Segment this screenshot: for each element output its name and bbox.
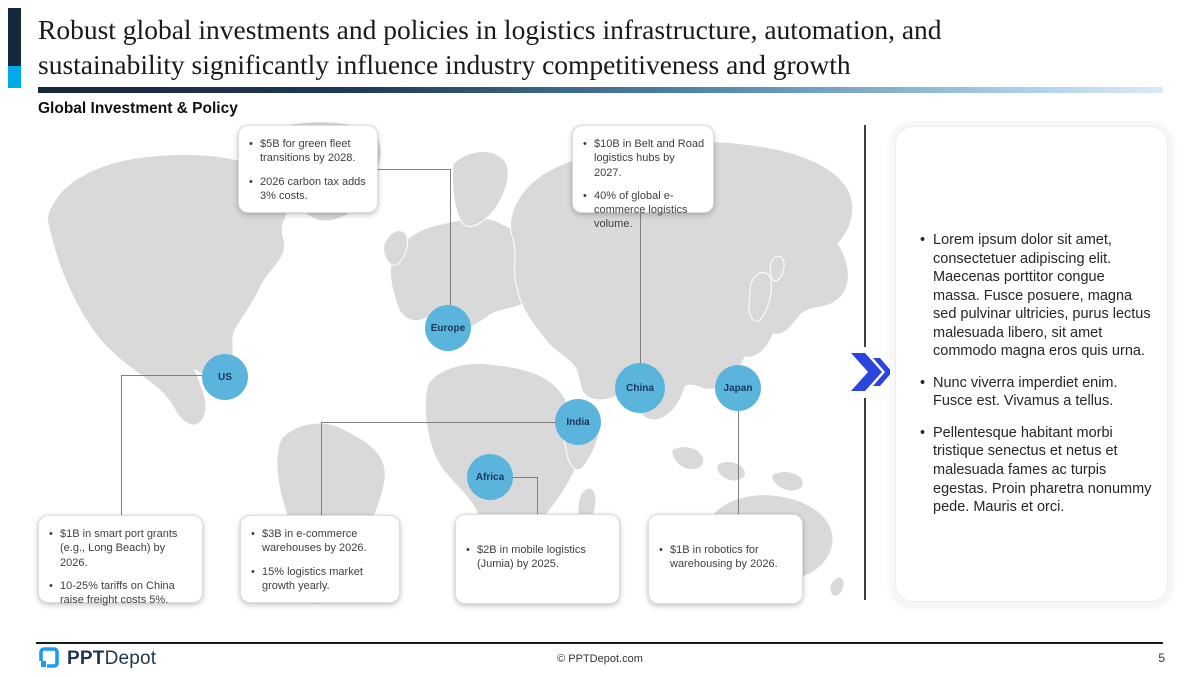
footer-divider [36,642,1163,644]
map-marker-china: China [615,363,665,413]
slide-title-line2: sustainability significantly influence i… [38,48,851,80]
accent-bar-cyan [8,66,21,88]
logo-text-regular: Depot [104,647,157,669]
map-marker-japan-label: Japan [723,382,753,394]
double-chevron-right-icon [851,353,892,391]
island-uk [383,230,409,266]
callout-bullet-list: $1B in robotics for warehousing by 2026. [657,543,794,581]
callout-bullet: 10-25% tariffs on China raise freight co… [47,579,194,608]
slide-title: Robust global investments and policies i… [38,13,1168,82]
map-marker-china-label: China [626,382,654,394]
page-number: 5 [1158,651,1165,665]
connector-us-horizontal [121,375,203,376]
summary-bullet: Nunc viverra imperdiet enim. Fusce est. … [918,374,1155,411]
footer-copyright: © PPTDepot.com [557,653,643,665]
divider-line-bottom [864,398,866,600]
title-underline-gradient [38,87,1163,93]
map-marker-us-label: US [218,371,232,383]
callout-japan-policy: $1B in robotics for warehousing by 2026. [648,514,803,604]
callout-bullet-list: $1B in smart port grants (e.g., Long Bea… [47,527,194,607]
section-label: Global Investment & Policy [38,100,238,117]
callout-bullet: 40% of global e-commerce logistics volum… [581,189,705,232]
callout-bullet: $2B in mobile logistics (Jumia) by 2025. [464,543,611,572]
callout-africa-policy: $2B in mobile logistics (Jumia) by 2025. [455,514,620,604]
connector-china-vertical [640,212,641,364]
island-new-guinea [771,471,804,492]
map-marker-india-label: India [566,416,590,428]
island-indonesia-2 [716,461,746,482]
map-marker-japan: Japan [715,365,761,411]
map-marker-africa-label: Africa [475,471,505,483]
island-new-zealand [829,576,845,597]
callout-europe-policy: $5B for green fleet transitions by 2028.… [238,125,378,213]
map-marker-us: US [202,354,248,400]
callout-us-policy: $1B in smart port grants (e.g., Long Bea… [38,515,203,606]
connector-japan-vertical [738,410,739,515]
callout-bullet: $5B for green fleet transitions by 2028. [247,137,369,166]
callout-bullet: $1B in robotics for warehousing by 2026. [657,543,794,572]
callout-bullet-list: $10B in Belt and Road logistics hubs by … [581,137,705,232]
callout-india-policy: $3B in e-commerce warehouses by 2026. 15… [240,515,400,603]
callout-china-policy: $10B in Belt and Road logistics hubs by … [572,125,714,230]
connector-europe-horizontal [378,169,450,170]
accent-bar-navy [8,8,21,66]
connector-india-horizontal [321,422,556,423]
map-marker-africa: Africa [467,454,513,500]
callout-bullet-list: $3B in e-commerce warehouses by 2026. 15… [249,527,391,593]
pptdepot-logo-text: PPTDepot [67,648,156,670]
pptdepot-logo-icon [38,647,59,670]
island-indonesia-1 [671,446,705,470]
summary-bullet: Lorem ipsum dolor sit amet, consectetuer… [918,231,1155,361]
callout-bullet-list: $2B in mobile logistics (Jumia) by 2025. [464,543,611,581]
summary-panel: Lorem ipsum dolor sit amet, consectetuer… [895,126,1168,602]
summary-bullet-list: Lorem ipsum dolor sit amet, consectetuer… [918,231,1155,517]
callout-bullet: 15% logistics market growth yearly. [249,565,391,594]
callout-bullet: $1B in smart port grants (e.g., Long Bea… [47,527,194,570]
callout-bullet: $3B in e-commerce warehouses by 2026. [249,527,391,556]
region-scandinavia [452,151,509,227]
connector-africa-vertical [537,477,538,515]
connector-africa-horizontal [512,477,538,478]
divider-line-top [864,125,866,347]
slide-title-line1: Robust global investments and policies i… [38,14,942,45]
connector-india-vertical [321,422,322,515]
summary-bullet: Pellentesque habitant morbi tristique se… [918,424,1155,517]
callout-bullet: 2026 carbon tax adds 3% costs. [247,175,369,204]
callout-bullet-list: $5B for green fleet transitions by 2028.… [247,137,369,203]
callout-bullet: $10B in Belt and Road logistics hubs by … [581,137,705,180]
map-marker-india: India [555,399,601,445]
map-marker-europe: Europe [425,305,471,351]
island-japan-2 [769,255,785,282]
pptdepot-logo: PPTDepot [38,647,156,670]
logo-text-bold: PPT [67,647,105,669]
island-japan-1 [748,272,772,322]
connector-europe-vertical [450,169,451,306]
map-marker-europe-label: Europe [430,322,466,334]
connector-us-vertical [121,375,122,515]
